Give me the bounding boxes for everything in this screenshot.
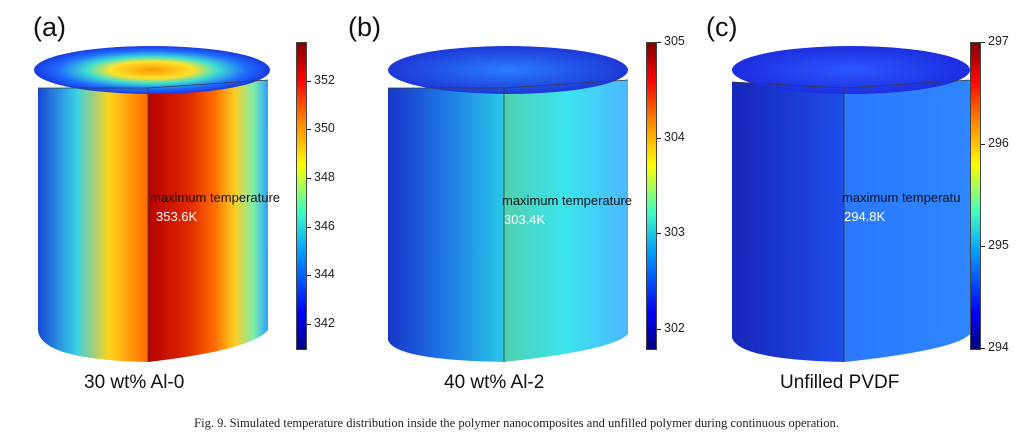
colorbar-tick-mark <box>981 144 985 145</box>
colorbar-tick-mark <box>307 323 311 325</box>
colorbar <box>296 42 307 350</box>
panel-subtitle: 40 wt% Al-2 <box>444 372 545 393</box>
panel-subtitle: 30 wt% Al-0 <box>84 372 185 393</box>
colorbar-tick-label: 295 <box>988 238 1009 252</box>
panel-label: (b) <box>348 12 381 42</box>
colorbar-tick-mark <box>657 42 661 43</box>
colorbar-tick-label: 350 <box>314 121 335 136</box>
colorbar-tick-mark <box>307 129 311 131</box>
colorbar-tick-mark <box>657 137 661 139</box>
max-temperature-value: 294.8K <box>844 209 886 224</box>
panel-label: (a) <box>33 12 66 42</box>
panel-b: (b) maximum temperature 303.4K 305 30 <box>344 0 688 410</box>
colorbar-tick-label: 352 <box>314 72 335 87</box>
colorbar-tick-mark <box>981 348 985 349</box>
panel-subtitle: Unfilled PVDF <box>780 372 900 393</box>
colorbar-tick-label: 294 <box>988 340 1009 354</box>
max-temperature-label: maximum temperatu <box>842 190 961 205</box>
colorbar-tick-label: 296 <box>988 136 1009 150</box>
colorbar-tick-label: 344 <box>314 267 335 282</box>
colorbar <box>646 42 657 350</box>
cylinder-plot-c <box>731 46 971 362</box>
panel-label: (c) <box>706 12 738 42</box>
colorbar <box>970 42 981 350</box>
max-temperature-label: maximum temperature <box>502 193 633 208</box>
max-temperature-value: 353.6K <box>156 209 198 224</box>
colorbar-tick-mark <box>657 233 661 235</box>
colorbar-tick-mark <box>307 275 311 277</box>
colorbar-tick-label: 297 <box>988 34 1009 48</box>
colorbar-tick-mark <box>981 42 985 43</box>
cylinder-plot-b <box>388 46 629 362</box>
max-temperature-value: 303.4K <box>504 212 546 227</box>
colorbar-tick-mark <box>657 328 661 330</box>
colorbar-tick-mark <box>307 226 311 228</box>
colorbar-tick-label: 305 <box>664 34 685 48</box>
colorbar-tick-mark <box>981 246 985 247</box>
colorbar-tick-mark <box>307 80 311 82</box>
cylinder-plot-a <box>34 46 270 362</box>
colorbar-tick-mark <box>307 178 311 179</box>
colorbar-tick-label: 304 <box>664 129 685 144</box>
colorbar-tick-label: 303 <box>664 225 685 240</box>
panel-c: (c) maximum temperatu 294.8K 297 296 295 29… <box>688 0 1032 410</box>
colorbar-tick-label: 342 <box>314 315 335 330</box>
max-temperature-label: maximum temperature <box>150 190 281 205</box>
colorbar-tick-label: 346 <box>314 218 335 233</box>
figure-caption: Fig. 9. Simulated temperature distributi… <box>194 416 839 430</box>
colorbar-tick-label: 348 <box>314 170 335 184</box>
panel-a: (a) <box>0 0 344 410</box>
colorbar-tick-label: 302 <box>664 320 685 335</box>
